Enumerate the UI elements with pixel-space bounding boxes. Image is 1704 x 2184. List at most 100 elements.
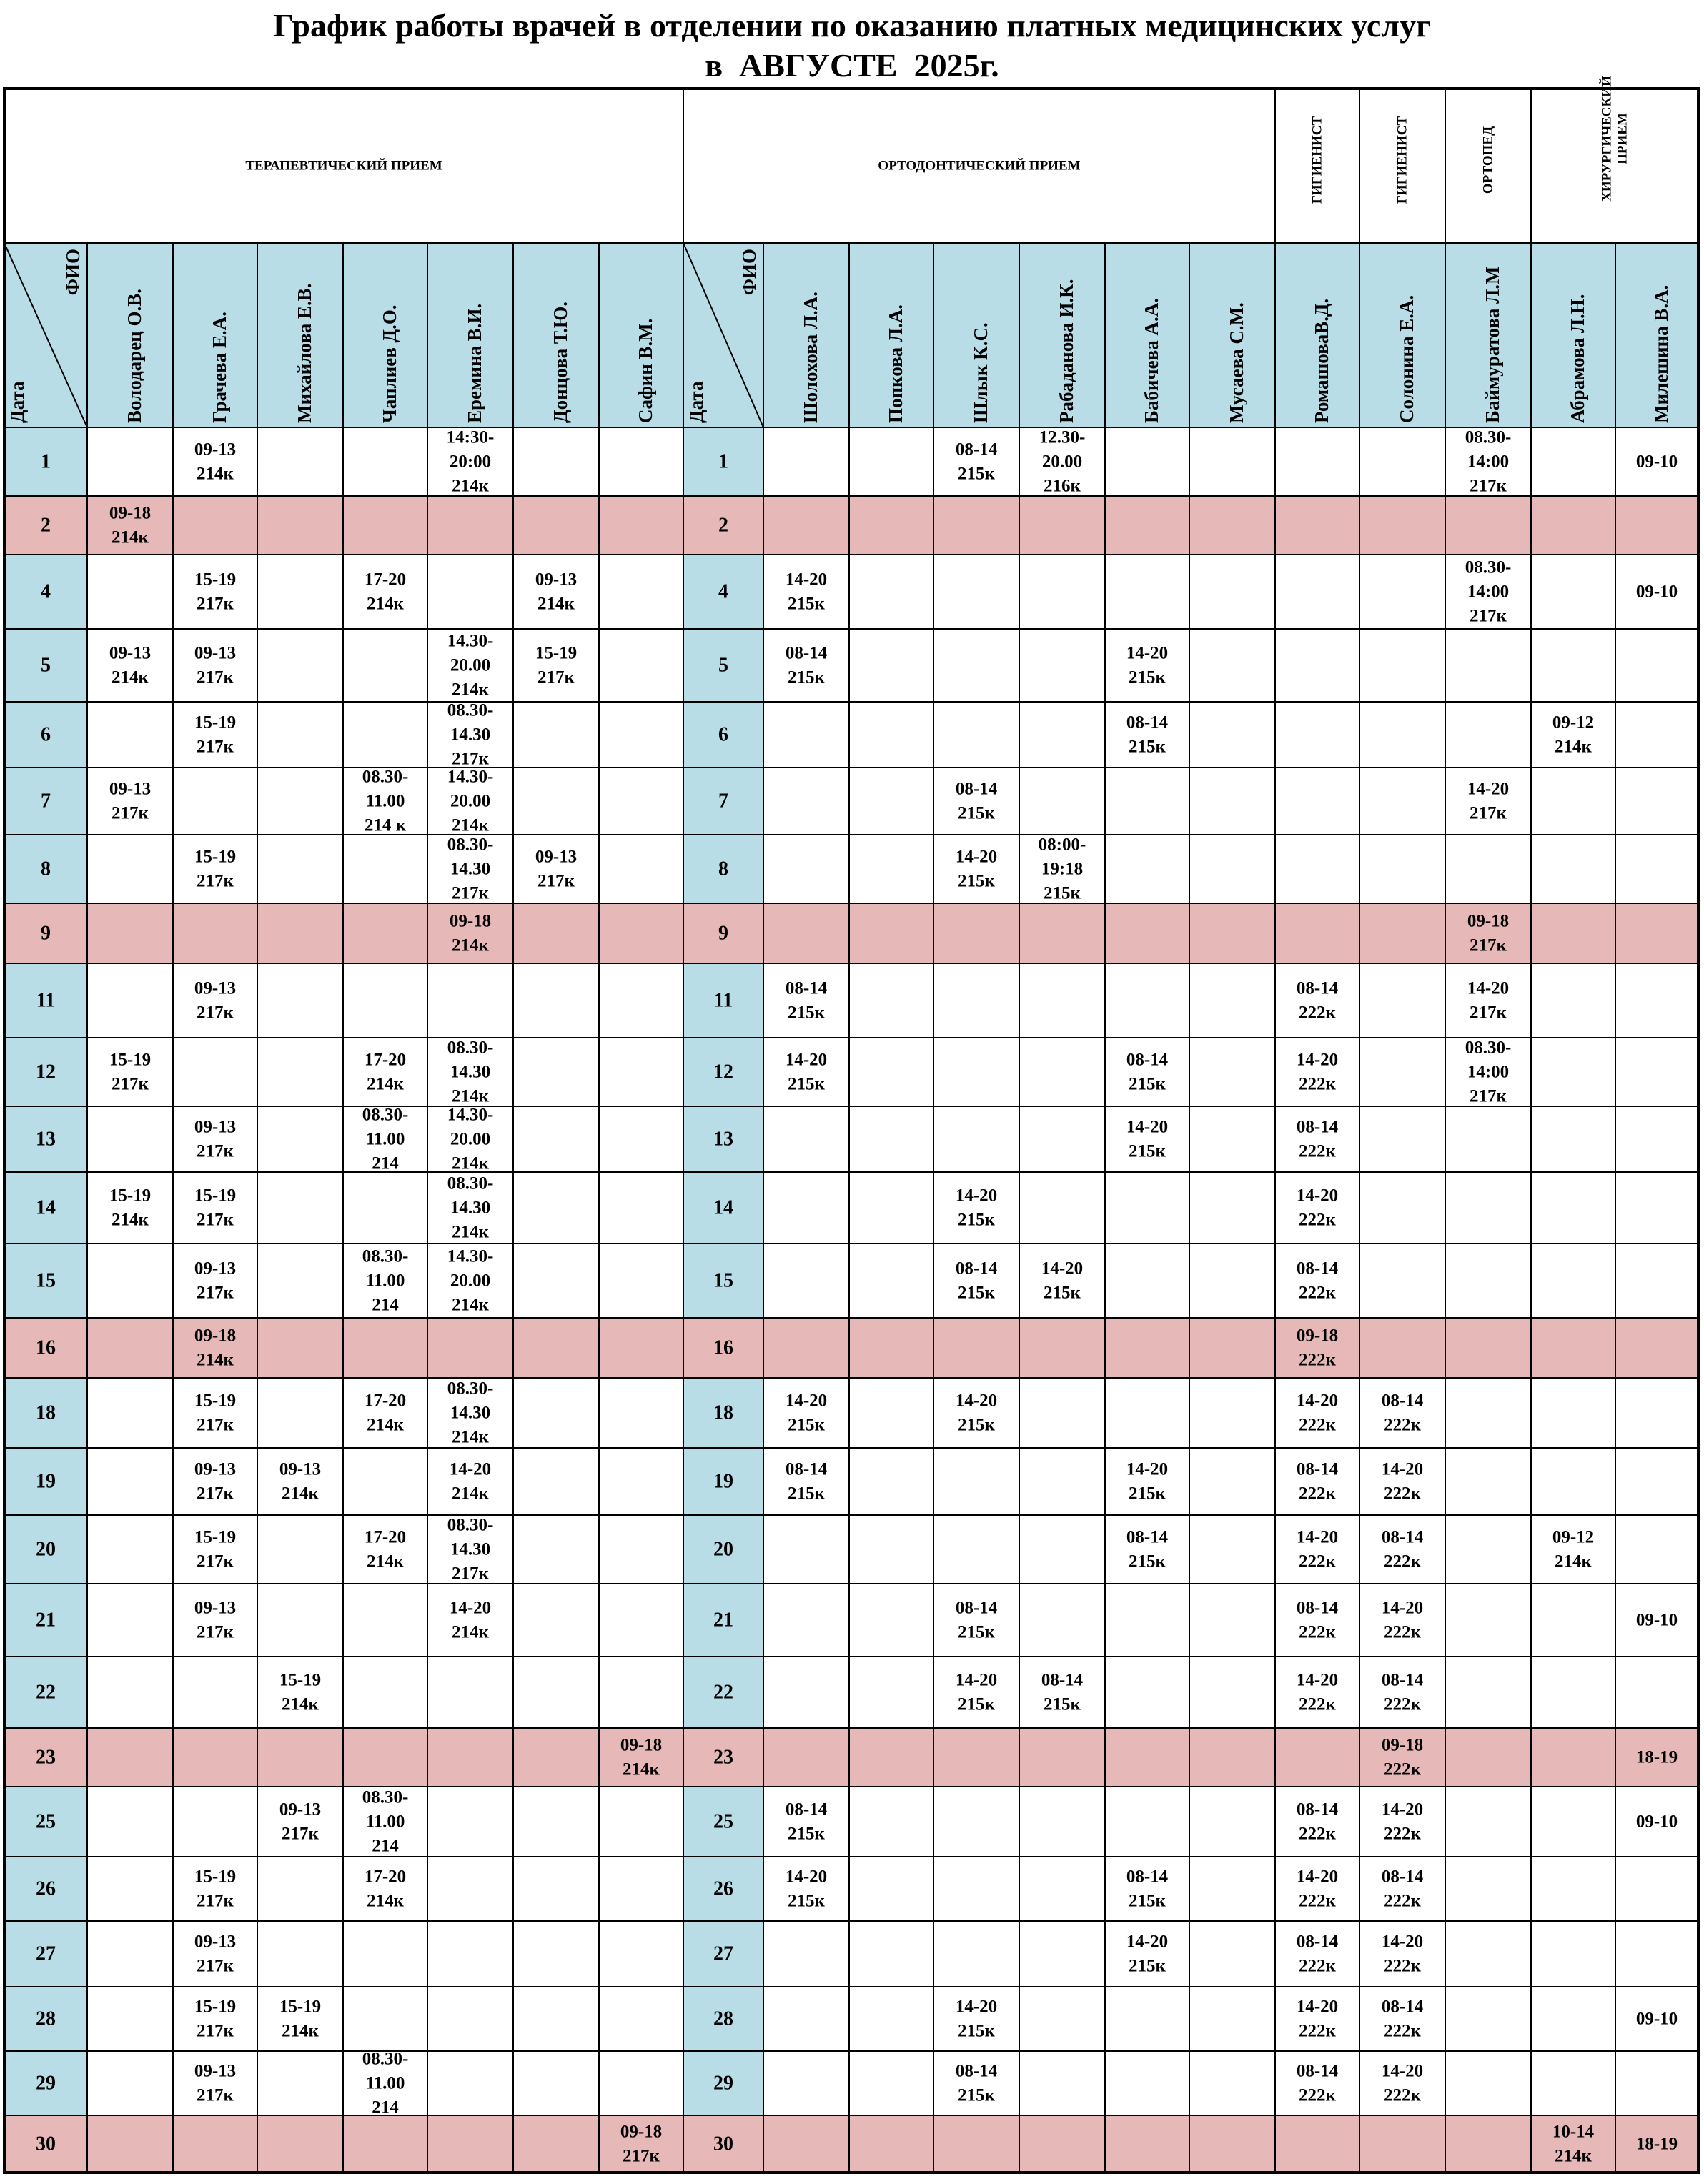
schedule-cell: 17-20 214к <box>365 1391 406 1435</box>
schedule-cell: 09-13 217к <box>194 1599 236 1642</box>
schedule-cell: 09-13 217к <box>194 1932 236 1976</box>
doctor-name: Михайлова Е.В. <box>294 283 315 423</box>
header-name-bg <box>173 243 257 427</box>
schedule-cell: 14-20 215к <box>956 1391 997 1435</box>
date-cell-bg <box>683 963 763 1038</box>
schedule-cell: 08-14 222к <box>1382 1391 1424 1435</box>
schedule-cell: 15-19 217к <box>194 848 236 891</box>
weekend-row-bg <box>4 1728 1698 1787</box>
schedule-cell: 15-19 214к <box>279 1997 321 2041</box>
schedule-cell: 09-13 214к <box>109 644 151 688</box>
header-name-bg <box>257 243 343 427</box>
schedule-cell: 14-20 215к <box>786 570 827 614</box>
schedule-cell: 09-13 214к <box>194 440 236 484</box>
schedule-cell: 08.30-14.30 214к <box>447 1038 494 1106</box>
schedule-cell: 08-14 215к <box>786 979 828 1023</box>
schedule-cell: 14-20 222к <box>1382 1460 1423 1504</box>
schedule-cell: 15-19 217к <box>194 1186 236 1230</box>
schedule-cell: 08-14 215к <box>786 644 828 688</box>
schedule-cell: 08.30-11.00 214 <box>362 1247 409 1315</box>
date-cell: 18 <box>713 1402 733 1424</box>
schedule-cell: 09-18 222к <box>1382 1736 1423 1780</box>
date-cell: 15 <box>713 1270 733 1292</box>
date-cell: 1 <box>41 451 51 473</box>
date-cell-bg <box>683 702 763 768</box>
date-cell-bg <box>4 1106 87 1172</box>
date-cell-bg <box>683 629 763 702</box>
schedule-cell: 08-14 215к <box>956 780 998 823</box>
schedule-cell: 09-18 214к <box>109 504 151 547</box>
schedule-cell: 09-18 217к <box>1467 912 1509 955</box>
doctor-name: Сафин В.М. <box>635 318 656 423</box>
schedule-cell: 15-19 217к <box>194 1867 236 1911</box>
date-cell: 1 <box>718 451 728 473</box>
date-cell: 13 <box>36 1128 56 1151</box>
schedule-cell: 14-20 222к <box>1297 1528 1338 1572</box>
date-cell-bg <box>683 1787 763 1857</box>
schedule-cell: 09-18 214к <box>450 912 491 955</box>
schedule-cell: 14-20 215к <box>1126 1460 1168 1504</box>
header-name-bg <box>1359 243 1445 427</box>
schedule-cell: 12.30-20.00 216к <box>1039 428 1086 496</box>
date-cell: 9 <box>41 923 51 945</box>
date-cell-bg <box>4 1657 87 1728</box>
schedule-cell: 14-20 222к <box>1297 1671 1338 1714</box>
schedule-cell: 09-13 217к <box>194 1259 236 1303</box>
date-cell-bg <box>4 1921 87 1987</box>
schedule-cell: 09-13 217к <box>535 848 577 891</box>
date-cell: 22 <box>713 1682 733 1704</box>
schedule-cell: 08-14 222к <box>1297 1259 1339 1303</box>
schedule-cell: 09-13 217к <box>279 1800 321 1844</box>
date-cell: 23 <box>36 1747 56 1769</box>
schedule-cell: 14.30-20.00 214к <box>447 1106 494 1173</box>
header-name-bg <box>1189 243 1275 427</box>
schedule-cell: 08.30-14:00 217к <box>1465 558 1512 626</box>
date-cell: 20 <box>713 1539 733 1561</box>
schedule-cell: 09-10 <box>1636 2010 1678 2029</box>
schedule-cell: 15-19 217к <box>194 570 236 614</box>
schedule-cell: 09-18 217к <box>620 2123 662 2166</box>
corner-diagonal <box>683 242 764 428</box>
header-name-bg <box>87 243 173 427</box>
schedule-cell: 17-20 214к <box>365 1528 406 1572</box>
doctor-name: Грачева Е.А. <box>209 312 230 423</box>
date-cell-bg <box>4 2051 87 2115</box>
date-cell-bg <box>683 1448 763 1515</box>
date-cell: 27 <box>713 1943 733 1965</box>
date-cell-bg <box>4 629 87 702</box>
schedule-cell: 08.30-11.00 214 <box>362 1788 409 1856</box>
date-cell-bg <box>4 1787 87 1857</box>
schedule-cell: 14-20 215к <box>786 1391 827 1435</box>
doctor-name: Абрамова Л.Н. <box>1567 294 1588 423</box>
date-cell: 25 <box>713 1811 733 1833</box>
schedule-cell: 09-10 <box>1636 452 1678 472</box>
schedule-cell: 14-20 217к <box>1467 979 1509 1023</box>
schedule-cell: 17-20 214к <box>365 570 406 614</box>
header-name-bg <box>1445 243 1531 427</box>
schedule-cell: 08.30-14.30 214к <box>447 1174 494 1242</box>
date-cell-bg <box>4 427 87 496</box>
schedule-cell: 09-13 217к <box>194 979 236 1023</box>
header-name-bg <box>933 243 1019 427</box>
schedule-cell: 08-14 222к <box>1382 1528 1424 1572</box>
schedule-cell: 09-12 214к <box>1552 1528 1594 1572</box>
group-header: ТЕРАПЕВТИЧЕСКИЙ ПРИЕМ <box>245 158 442 174</box>
schedule-cell: 14.30-20.00 214к <box>447 1247 494 1315</box>
doctor-name: Солонина Е.А. <box>1396 295 1417 423</box>
header-name-bg <box>1019 243 1105 427</box>
schedule-cell: 14-20 222к <box>1382 1599 1423 1642</box>
date-cell-bg <box>683 1921 763 1987</box>
schedule-cell: 14-20 215к <box>956 848 997 891</box>
schedule-cell: 08.30-14.30 217к <box>447 835 494 903</box>
schedule-cell: 18-19 <box>1636 2135 1678 2154</box>
schedule-cell: 08.30-11.00 214 к <box>362 768 409 835</box>
date-cell-bg <box>683 1244 763 1318</box>
date-cell-bg <box>4 1584 87 1657</box>
date-cell: 30 <box>36 2133 56 2155</box>
schedule-cell: 08.30-14.30 217к <box>447 1516 494 1584</box>
date-cell: 22 <box>36 1682 56 1704</box>
schedule-cell: 14-20 215к <box>786 1867 827 1911</box>
header-name-bg <box>1531 243 1615 427</box>
doctor-name: Бабичева А.А. <box>1141 298 1162 423</box>
